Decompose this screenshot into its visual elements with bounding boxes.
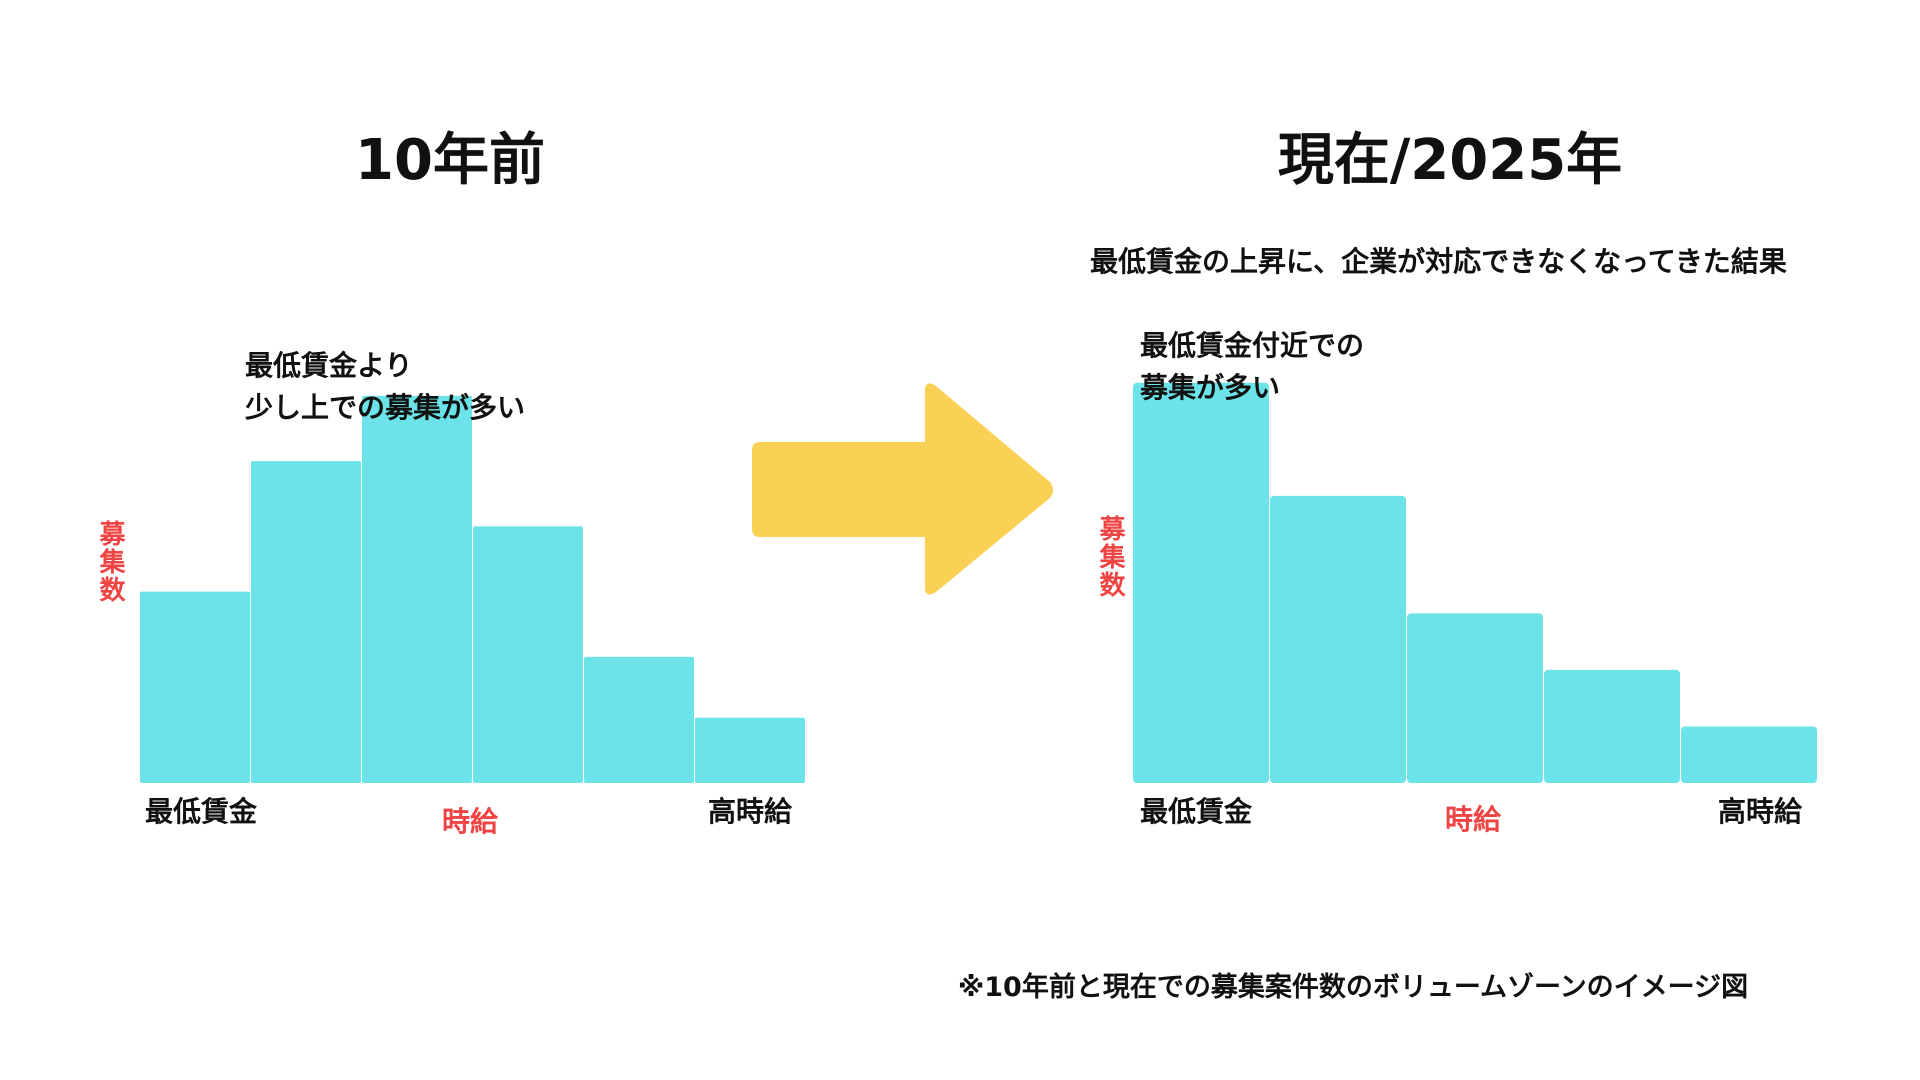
right-chart-subtitle: 最低賃金の上昇に、企業が対応できなくなってきた結果 [1090, 245, 1787, 278]
left-bar-3 [362, 395, 472, 783]
left-bar-2 [251, 461, 361, 783]
right-bar-2 [1270, 495, 1406, 783]
left-chart-annotation: 最低賃金より 少し上での募集が多い [245, 345, 525, 429]
right-bar-3 [1407, 613, 1543, 783]
right-arrow-icon [752, 383, 1053, 595]
right-chart-annotation: 最低賃金付近での 募集が多い [1140, 325, 1364, 409]
right-annotation-line-1: 最低賃金付近での [1140, 329, 1365, 362]
left-annotation-line-1: 最低賃金より [245, 349, 413, 382]
right-bar-4 [1544, 669, 1680, 783]
left-bar-6 [695, 717, 805, 783]
right-x-axis-label: 時給 [1445, 803, 1502, 836]
left-annotation-line-2: 少し上での募集が多い [245, 391, 526, 424]
left-bar-1 [140, 591, 250, 783]
left-chart-title: 10年前 [355, 128, 545, 193]
right-y-axis-label: 募集数 [1095, 515, 1125, 599]
right-annotation-line-2: 募集が多い [1140, 371, 1281, 404]
right-bar-5 [1681, 726, 1817, 783]
left-x-label-high: 高時給 [708, 795, 793, 828]
footnote: ※10年前と現在での募集案件数のボリュームゾーンのイメージ図 [958, 972, 1749, 1003]
right-chart-title: 現在/2025年 [1277, 128, 1623, 193]
left-x-label-low: 最低賃金 [145, 795, 258, 828]
right-bar-1 [1133, 382, 1269, 783]
left-bar-4 [473, 526, 583, 783]
right-x-label-high: 高時給 [1718, 795, 1803, 828]
left-x-axis-label: 時給 [442, 805, 499, 838]
left-y-axis-label: 募集数 [95, 520, 125, 604]
right-x-label-low: 最低賃金 [1140, 795, 1253, 828]
arrow-shape [752, 383, 1053, 595]
left-bar-5 [584, 656, 694, 783]
